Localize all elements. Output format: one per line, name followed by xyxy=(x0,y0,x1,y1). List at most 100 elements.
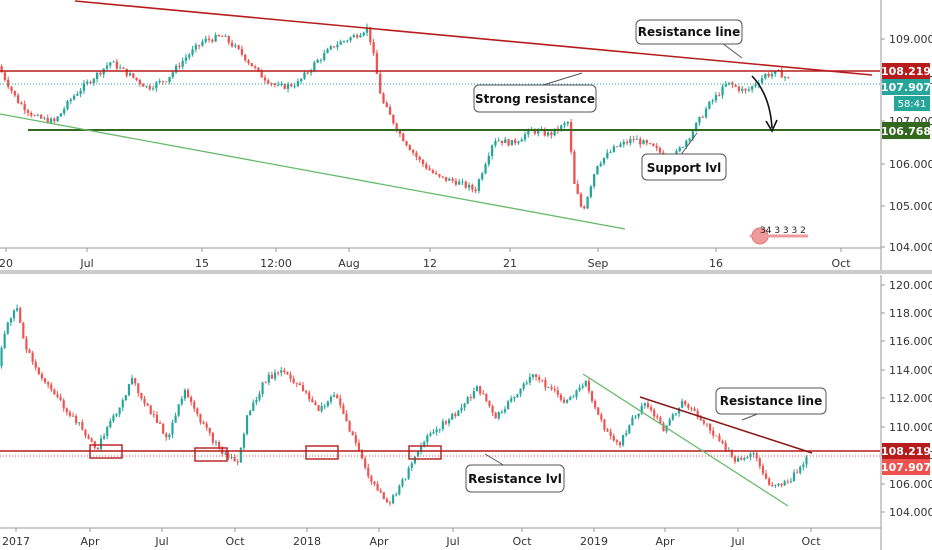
candle-body xyxy=(351,431,354,436)
candle-body xyxy=(451,413,454,420)
candle-body xyxy=(684,400,687,405)
top-green-trendline[interactable] xyxy=(0,113,626,230)
candle-body xyxy=(81,422,84,430)
callout-resistance-lvl[interactable]: Resistance lvl xyxy=(465,453,565,493)
candle-body xyxy=(491,406,494,413)
candle-body xyxy=(606,429,609,432)
candle-body xyxy=(300,78,303,82)
candle-body xyxy=(99,438,103,450)
x-tick-label: 12 xyxy=(423,257,437,270)
projection-arrow[interactable] xyxy=(751,75,773,129)
candle-body xyxy=(537,130,540,134)
candle-body xyxy=(253,66,257,68)
candle-body xyxy=(177,404,180,416)
candle-body xyxy=(464,181,467,188)
top-panel[interactable]: Resistance line Strong resistance Suppor… xyxy=(0,0,932,270)
candle-body xyxy=(718,95,721,96)
candle-body xyxy=(559,394,563,400)
candle-body xyxy=(115,61,119,69)
candle-body xyxy=(326,49,329,54)
touch-box-4[interactable] xyxy=(408,445,442,460)
touch-box-3[interactable] xyxy=(305,445,339,460)
candle-body xyxy=(43,117,46,119)
candle-body xyxy=(625,433,628,436)
x-tick-label: Oct xyxy=(801,535,821,548)
candle-body xyxy=(733,456,737,462)
candle-body xyxy=(360,451,364,459)
candle-body xyxy=(635,138,639,140)
candle-body xyxy=(56,394,59,397)
callout-support-lvl[interactable]: Support lvl xyxy=(641,132,727,181)
candle-body xyxy=(201,41,204,46)
candle-body xyxy=(13,90,16,96)
candle-body xyxy=(158,422,162,424)
candle-body xyxy=(786,481,789,483)
bottom-green-trendline[interactable] xyxy=(582,373,789,507)
candle-body xyxy=(303,72,306,79)
callout-strong-resistance[interactable]: Strong resistance xyxy=(473,72,597,113)
candle-body xyxy=(161,80,165,82)
candle-body xyxy=(754,84,757,87)
candle-body xyxy=(314,402,317,406)
y-tick-label: 110.000 xyxy=(889,421,932,434)
callout-resistance-line-top[interactable]: Resistance line xyxy=(635,19,743,59)
candle-body xyxy=(204,38,207,42)
candle-body xyxy=(510,139,514,146)
y-tick-label: 104.000 xyxy=(889,241,932,254)
candle-body xyxy=(727,82,731,85)
candle-body xyxy=(787,77,790,78)
event-markers[interactable]: 34 3 3 3 2 xyxy=(750,226,808,245)
candle-body xyxy=(587,381,590,392)
candle-body xyxy=(233,456,236,462)
candle-body xyxy=(718,435,721,442)
candle-body xyxy=(783,77,787,78)
candle-body xyxy=(428,168,431,171)
candle-body xyxy=(639,138,642,145)
top-resistance-trendline[interactable] xyxy=(74,0,873,76)
candle-body xyxy=(115,413,118,416)
event-markers-label: 34 3 3 3 2 xyxy=(760,226,806,236)
candle-body xyxy=(305,391,308,393)
candle-body xyxy=(339,41,342,45)
candle-body xyxy=(622,141,625,145)
candle-body xyxy=(362,32,365,36)
callout-resistance-line-bottom-label: Resistance line xyxy=(720,394,823,408)
touch-box-2[interactable] xyxy=(194,447,228,462)
candle-body xyxy=(431,170,435,173)
candle-body xyxy=(538,376,541,380)
candle-body xyxy=(138,79,142,84)
candle-body xyxy=(746,456,749,459)
top-x-axis: 20 Jul 15 12:00 Aug 12 21 Sep 16 Oct xyxy=(0,248,851,270)
top-price-tag-resistance: 108.219 xyxy=(881,63,931,79)
candle-body xyxy=(367,467,370,477)
y-tick-label: 104.000 xyxy=(889,506,932,519)
x-tick-label: Apr xyxy=(369,535,389,548)
candle-body xyxy=(485,393,488,401)
bottom-panel[interactable]: Resistance line Resistance lvl 120.000 11… xyxy=(0,275,932,550)
candle-body xyxy=(494,412,497,419)
candle-body xyxy=(487,155,490,165)
candle-body xyxy=(609,151,612,153)
candle-body xyxy=(761,465,765,474)
candle-body xyxy=(649,407,653,410)
candle-body xyxy=(183,390,186,399)
candle-body xyxy=(311,399,314,403)
candle-body xyxy=(398,130,402,134)
candle-body xyxy=(372,42,375,54)
candle-body xyxy=(158,80,161,83)
candle-body xyxy=(19,308,22,323)
candle-body xyxy=(342,405,345,414)
top-price-tag-support: 106.768 xyxy=(881,122,931,139)
touch-box-1[interactable] xyxy=(89,444,123,459)
candle-body xyxy=(734,85,737,87)
candle-body xyxy=(211,39,214,42)
candle-body xyxy=(148,85,151,90)
candle-body xyxy=(30,112,33,116)
callout-resistance-line-bottom[interactable]: Resistance line xyxy=(715,387,827,421)
candle-body xyxy=(402,133,405,142)
candle-body xyxy=(690,407,693,409)
candle-body xyxy=(152,414,155,416)
bottom-resistance-trendline[interactable] xyxy=(639,396,813,454)
candle-body xyxy=(121,400,124,408)
